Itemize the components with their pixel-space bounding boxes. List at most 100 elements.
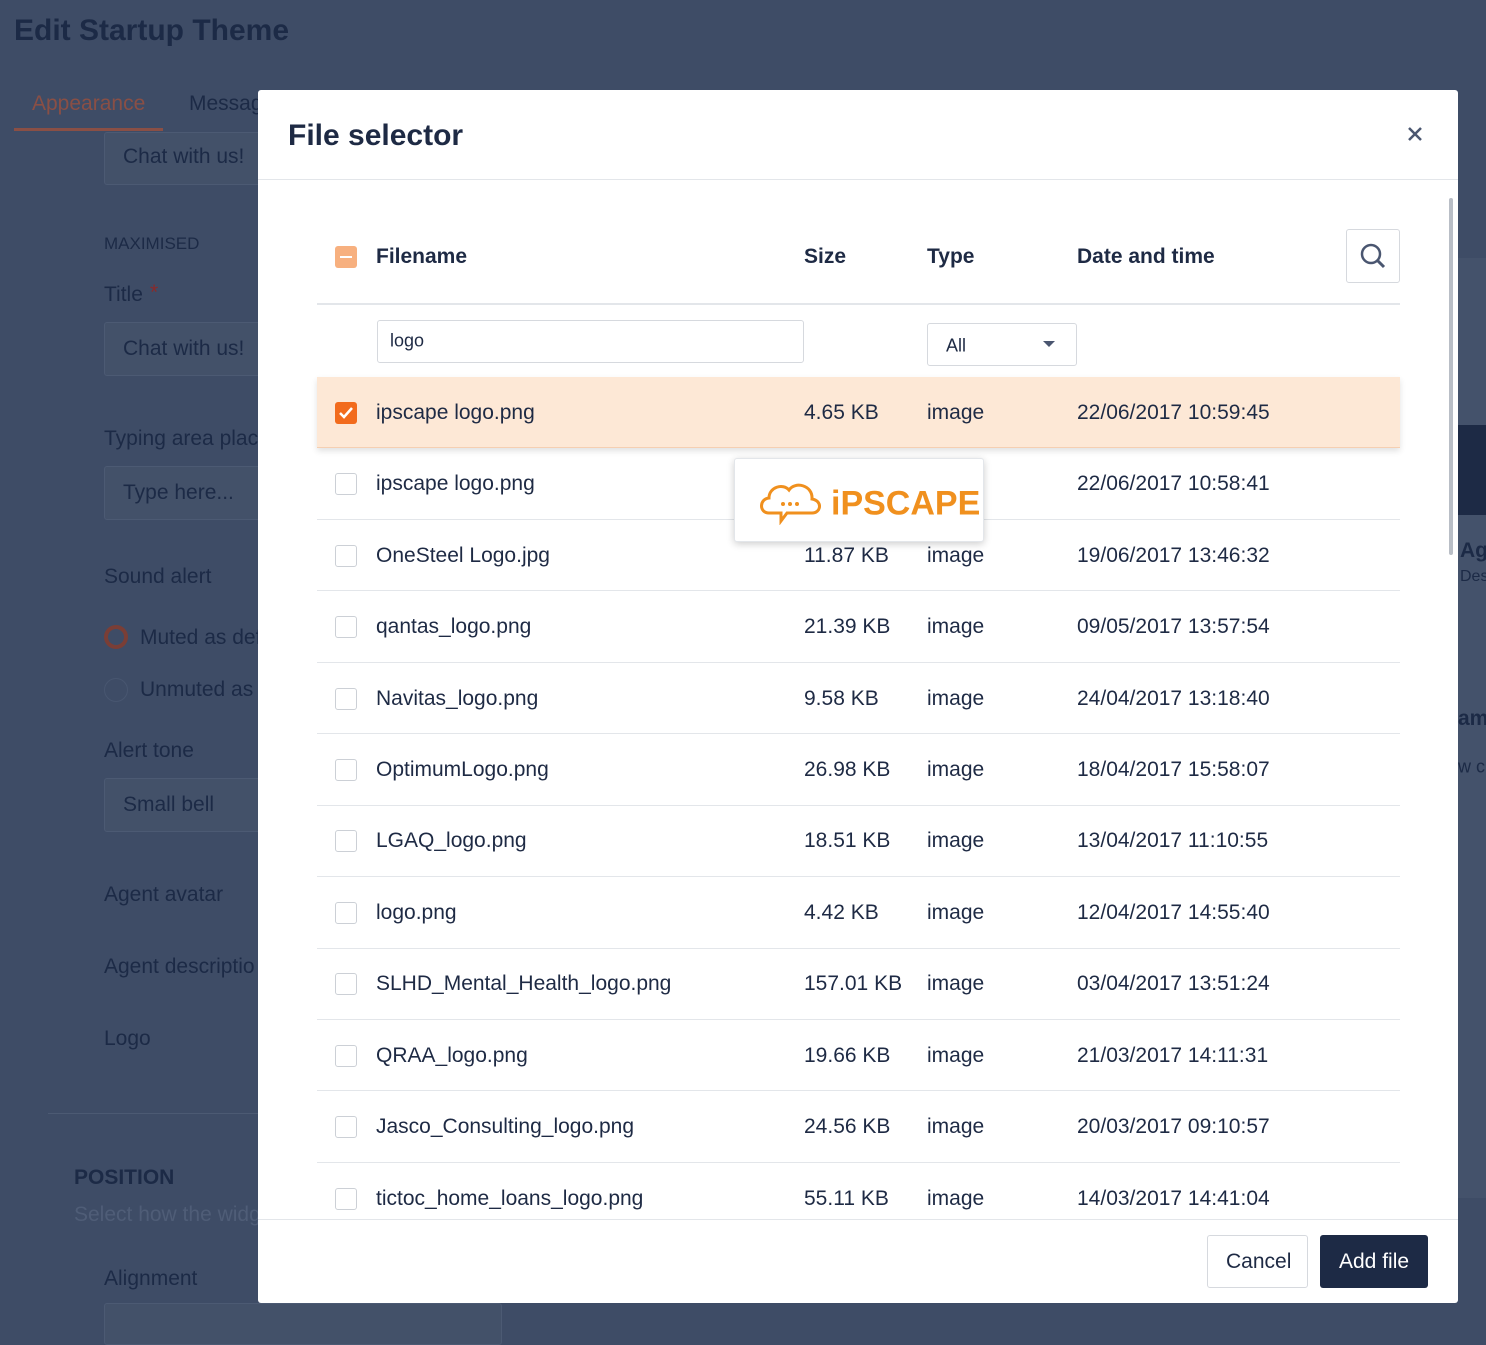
cell-type: image [927, 757, 985, 781]
cell-date: 22/06/2017 10:58:41 [1077, 472, 1270, 496]
preview-logo-text: iPSCAPE [831, 484, 981, 523]
cell-filename: OneSteel Logo.jpg [376, 543, 550, 567]
cell-filename: ipscape logo.png [376, 400, 535, 424]
side-text: Des [1460, 568, 1486, 585]
file-row[interactable] [317, 591, 1400, 663]
cell-date: 14/03/2017 14:41:04 [1077, 1186, 1270, 1210]
cell-size: 19.66 KB [804, 1043, 891, 1067]
cell-date: 12/04/2017 14:55:40 [1077, 900, 1270, 924]
row-checkbox[interactable] [335, 473, 357, 496]
tab-underline [14, 128, 163, 131]
cell-type: image [927, 543, 985, 567]
divider [258, 179, 1458, 180]
file-row[interactable] [317, 520, 1400, 592]
row-checkbox[interactable] [335, 687, 357, 710]
cell-type: image [927, 400, 985, 424]
row-checkbox[interactable] [335, 973, 357, 996]
table-viewport: Filename Size Type Date and time logo Al… [258, 180, 1458, 1219]
column-header: Type [927, 245, 975, 268]
cell-filename: LGAQ_logo.png [376, 829, 527, 853]
cell-size: 157.01 KB [804, 972, 903, 996]
side-text: Ag [1460, 539, 1486, 562]
tab[interactable]: Appearance [32, 92, 146, 115]
select [104, 1303, 502, 1345]
file-row[interactable] [317, 806, 1400, 878]
cancel-button[interactable] [1207, 1235, 1308, 1288]
tab[interactable]: Messag [189, 92, 263, 115]
file-row[interactable] [317, 1020, 1400, 1092]
cell-filename: logo.png [376, 900, 457, 924]
file-row[interactable] [317, 877, 1400, 949]
row-checkbox[interactable] [335, 1187, 357, 1210]
cell-type: image [927, 615, 985, 639]
cell-size: 9.58 KB [804, 686, 879, 710]
cell-size: 21.39 KB [804, 615, 891, 639]
radio[interactable] [104, 678, 128, 702]
cell-date: 21/03/2017 14:11:31 [1077, 1043, 1269, 1067]
divider [258, 1219, 1458, 1220]
type-filter[interactable] [927, 323, 1077, 366]
cell-type: image [927, 900, 985, 924]
row-checkbox[interactable] [335, 1116, 357, 1139]
input-value: Chat with us! [123, 145, 245, 168]
field-label: Logo [104, 1027, 151, 1050]
cell-filename: SLHD_Mental_Health_logo.png [376, 972, 672, 996]
cell-date: 22/06/2017 10:59:45 [1077, 400, 1270, 424]
cell-filename: QRAA_logo.png [376, 1043, 528, 1067]
cell-date: 03/04/2017 13:51:24 [1077, 972, 1270, 996]
section-label: MAXIMISED [104, 234, 200, 253]
row-checkbox[interactable] [335, 758, 357, 781]
scrollbar[interactable] [1449, 198, 1453, 555]
cell-filename: ipscape logo.png [376, 472, 535, 496]
preview-popup: iPSCAPE [734, 458, 984, 542]
file-row[interactable] [317, 949, 1400, 1021]
type-filter-value: All [946, 335, 967, 356]
file-row[interactable] [317, 1092, 1400, 1163]
header-line [317, 303, 1400, 305]
row-checkbox[interactable] [335, 616, 357, 639]
field-label: Typing area place [104, 427, 270, 450]
cell-type: image [927, 972, 985, 996]
cell-size: 18.51 KB [804, 829, 891, 853]
cell-size: 11.87 KB [804, 543, 889, 567]
cell-type: image [927, 829, 985, 853]
filter-input[interactable] [377, 320, 804, 363]
select-all-checkbox[interactable] [335, 246, 357, 268]
cell-filename: Navitas_logo.png [376, 686, 539, 710]
filter-value: logo [390, 330, 425, 351]
column-header: Date and time [1077, 245, 1215, 268]
cell-date: 24/04/2017 13:18:40 [1077, 686, 1270, 710]
row-checkbox[interactable] [335, 1044, 357, 1067]
row-checkbox[interactable] [335, 401, 357, 424]
close-button[interactable] [1407, 126, 1423, 142]
file-row[interactable] [317, 734, 1400, 806]
input-value: Type here... [123, 481, 234, 504]
file-row[interactable] [317, 663, 1400, 735]
cell-date: 13/04/2017 11:10:55 [1077, 829, 1269, 853]
add-file-label: Add file [1339, 1250, 1410, 1273]
cell-size: 26.98 KB [804, 757, 891, 781]
add-file-button[interactable] [1320, 1235, 1428, 1288]
search-button[interactable] [1346, 229, 1400, 283]
cell-date: 20/03/2017 09:10:57 [1077, 1115, 1270, 1139]
row-checkbox[interactable] [335, 544, 357, 567]
cell-type: image [927, 1115, 985, 1139]
side-block [1458, 425, 1486, 515]
radio[interactable] [104, 625, 128, 649]
cell-type: image [927, 1043, 985, 1067]
field-label: Alert tone [104, 739, 194, 762]
cell-filename: OptimumLogo.png [376, 757, 549, 781]
divider [48, 1113, 268, 1114]
cell-date: 09/05/2017 13:57:54 [1077, 615, 1270, 639]
cancel-label: Cancel [1226, 1250, 1292, 1273]
cell-type: image [927, 686, 985, 710]
file-selector-modal: File selector Filename Size Type Date an… [258, 90, 1458, 1303]
file-row[interactable] [317, 377, 1400, 449]
radio-label: Unmuted as c [140, 678, 270, 701]
field-label: Agent descriptio [104, 955, 255, 978]
row-checkbox[interactable] [335, 830, 357, 853]
modal-title: File selector [288, 119, 464, 152]
side-text: am [1458, 707, 1486, 730]
row-checkbox[interactable] [335, 901, 357, 924]
